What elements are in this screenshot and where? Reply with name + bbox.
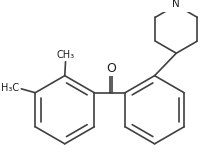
Text: N: N	[172, 0, 180, 9]
Text: O: O	[106, 62, 116, 75]
Text: H₃C: H₃C	[1, 83, 19, 93]
Text: CH₃: CH₃	[56, 50, 75, 60]
